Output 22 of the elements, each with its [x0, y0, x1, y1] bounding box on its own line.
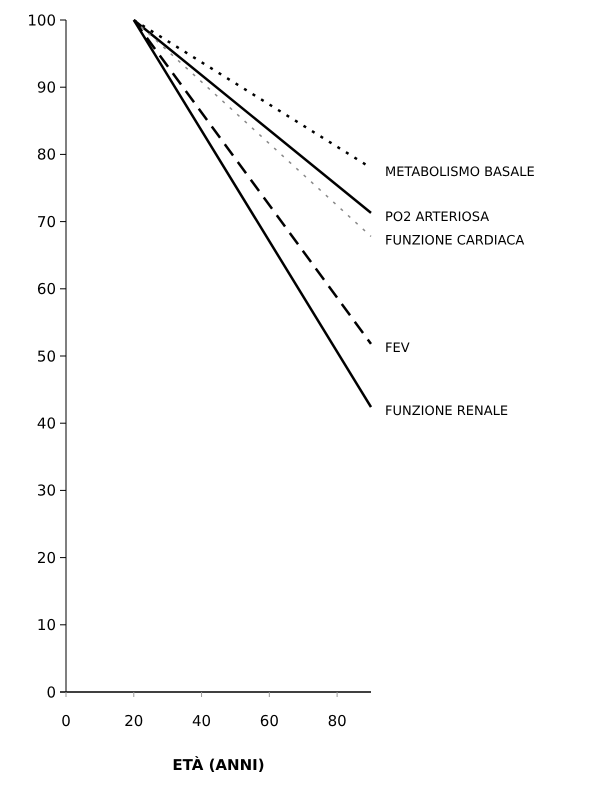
y-tick-label: 20: [36, 548, 56, 567]
y-tick-label: 70: [36, 212, 56, 231]
y-tick-label: 40: [36, 414, 56, 432]
x-tick-label: 80: [328, 712, 347, 730]
y-tick-label: 60: [36, 280, 56, 298]
series-label: METABOLISMO BASALE: [385, 164, 535, 180]
y-tick-label: 90: [36, 78, 56, 96]
x-axis-title: ETÀ (ANNI): [172, 756, 265, 774]
x-tick-label: 60: [260, 712, 279, 730]
x-tick-label: 0: [61, 712, 71, 730]
y-tick-label: 50: [36, 347, 56, 366]
series-label: FUNZIONE RENALE: [385, 404, 508, 420]
y-tick-label: 80: [36, 146, 56, 164]
series-label: FUNZIONE CARDIACA: [385, 233, 524, 248]
y-tick-label: 10: [36, 616, 56, 634]
x-tick-label: 20: [124, 712, 144, 730]
series-label: PO2 ARTERIOSA: [385, 210, 490, 225]
x-tick-label: 40: [192, 712, 212, 730]
y-tick-label: 30: [36, 482, 56, 500]
y-tick-label: 100: [27, 11, 56, 30]
series-label: FEV: [385, 340, 410, 356]
y-tick-label: 0: [46, 683, 56, 702]
